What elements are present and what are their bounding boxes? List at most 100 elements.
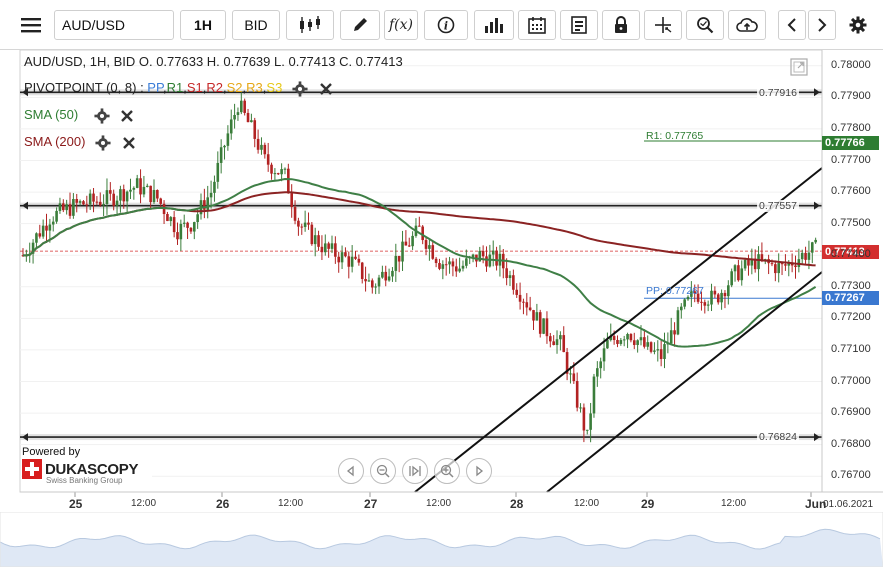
candle-body	[471, 254, 475, 258]
candle-body	[663, 344, 666, 359]
candle-body	[713, 290, 717, 295]
cloud-upload-icon	[736, 18, 758, 32]
chart-area[interactable]: AUD/USD, 1H, BID O. 0.77633 H. 0.77639 L…	[0, 50, 883, 567]
gear-icon[interactable]	[95, 135, 111, 151]
swiss-cross-icon	[22, 459, 42, 479]
time-axis-day: 25	[69, 497, 83, 511]
scroll-right-button[interactable]	[466, 458, 492, 484]
close-icon[interactable]	[121, 135, 137, 151]
last-price-tag: 0.77413	[822, 245, 879, 259]
candle-body	[65, 204, 68, 211]
candle-body	[461, 265, 465, 269]
trend-channel	[414, 167, 823, 493]
calendar-button[interactable]	[518, 10, 556, 40]
navigator-line	[0, 528, 881, 550]
pp-level-label: PP: 0.77267	[646, 285, 704, 297]
candle-body	[394, 255, 398, 271]
candles	[21, 92, 817, 443]
candle-body	[186, 222, 189, 228]
chart-type-button[interactable]	[286, 10, 334, 40]
candle-body	[85, 204, 89, 206]
candle-body	[431, 245, 435, 259]
close-icon[interactable]	[119, 108, 135, 124]
candle-body	[169, 217, 173, 222]
candle-body	[602, 348, 606, 362]
crosshair-button[interactable]	[644, 10, 682, 40]
draw-button[interactable]	[340, 10, 380, 40]
price-axis-label: 0.78000	[831, 58, 871, 71]
price-chart[interactable]	[0, 50, 883, 567]
candle-body	[616, 339, 619, 344]
candle-body	[78, 201, 82, 203]
candle-body	[156, 190, 159, 199]
lock-button[interactable]	[602, 10, 640, 40]
toolbar: AUD/USD 1H BID f(x) i	[0, 0, 883, 50]
price-axis-label: 0.76700	[831, 469, 871, 482]
info-button[interactable]: i	[424, 10, 468, 40]
timeframe-selector[interactable]: 1H	[180, 10, 226, 40]
r1-price-tag: 0.77766	[822, 136, 879, 150]
price-axis-label: 0.77700	[831, 153, 871, 166]
moving-averages	[23, 177, 817, 348]
symbol-selector[interactable]: AUD/USD	[54, 10, 174, 40]
candle-body	[317, 235, 320, 247]
candle-body	[213, 181, 216, 193]
candle-body	[679, 306, 683, 311]
candle-body	[95, 201, 99, 203]
candle-body	[129, 189, 132, 192]
side-selector[interactable]: BID	[232, 10, 280, 40]
functions-button[interactable]: f(x)	[384, 10, 418, 40]
candle-body	[250, 120, 253, 123]
candle-body	[196, 214, 199, 223]
sma200-legend: SMA (200)	[24, 134, 137, 151]
upload-button[interactable]	[728, 10, 766, 40]
navigator-minichart[interactable]	[0, 512, 883, 567]
candle-body	[569, 373, 572, 375]
gear-icon[interactable]	[292, 81, 308, 97]
zoom-out-button[interactable]	[370, 458, 396, 484]
hline-mid-label: 0.77557	[757, 200, 799, 212]
candle-body	[135, 178, 139, 188]
zoom-button[interactable]	[686, 10, 724, 40]
candle-body	[656, 349, 660, 351]
candle-body	[747, 259, 750, 266]
candle-body	[334, 243, 337, 257]
candle-body	[38, 233, 42, 237]
next-button[interactable]	[808, 10, 836, 40]
settings-button[interactable]	[844, 10, 872, 40]
candle-body	[525, 302, 529, 308]
candle-body	[508, 275, 512, 279]
prev-button[interactable]	[778, 10, 806, 40]
menu-button[interactable]	[14, 10, 48, 40]
candle-body	[310, 224, 314, 245]
candle-body	[31, 242, 35, 254]
reset-button[interactable]	[402, 458, 428, 484]
close-icon[interactable]	[318, 81, 334, 97]
candle-body	[68, 204, 72, 216]
gear-icon[interactable]	[94, 108, 110, 124]
candle-body	[777, 263, 780, 274]
pivot-s2: S2	[226, 80, 243, 95]
indicators-button[interactable]	[474, 10, 514, 40]
candle-body	[243, 100, 246, 113]
logo-name: DUKASCOPY	[45, 460, 139, 478]
scroll-left-button[interactable]	[338, 458, 364, 484]
zoom-in-icon	[440, 464, 454, 478]
candle-body	[327, 243, 330, 249]
time-axis-day: 29	[641, 497, 655, 511]
expand-icon[interactable]	[790, 58, 808, 76]
candle-body	[589, 413, 592, 430]
candle-body	[622, 339, 626, 341]
candle-body	[102, 203, 105, 206]
candle-body	[478, 250, 482, 262]
zoom-in-button[interactable]	[434, 458, 460, 484]
candle-body	[653, 350, 656, 352]
candle-body	[263, 144, 267, 155]
price-axis-label: 0.76900	[831, 406, 871, 419]
candle-body	[280, 169, 283, 175]
report-button[interactable]	[560, 10, 598, 40]
pivot-title: PIVOTPOINT (0, 8)	[24, 80, 137, 95]
candle-body	[384, 271, 388, 281]
candle-body	[693, 291, 697, 294]
candle-body	[538, 312, 542, 334]
